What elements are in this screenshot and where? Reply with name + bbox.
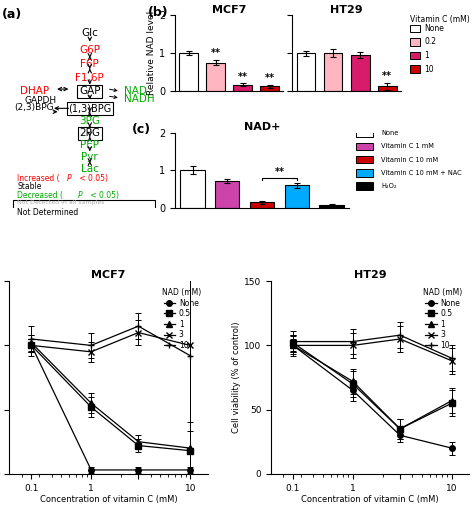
Bar: [180, 170, 205, 208]
Text: Increased (: Increased (: [17, 174, 60, 183]
Bar: [215, 181, 239, 208]
Text: **: **: [210, 48, 221, 59]
Bar: [356, 129, 373, 137]
Bar: [297, 53, 315, 91]
Bar: [378, 87, 397, 91]
Title: MCF7: MCF7: [212, 5, 246, 14]
Text: Glc: Glc: [82, 28, 98, 38]
Bar: [356, 182, 373, 190]
Title: MCF7: MCF7: [91, 270, 126, 281]
Bar: [233, 84, 252, 91]
Text: Vitamin C (mM): Vitamin C (mM): [410, 15, 470, 24]
Bar: [285, 185, 309, 208]
Bar: [356, 169, 373, 177]
Text: 0.2: 0.2: [425, 38, 437, 46]
Text: GAPDH: GAPDH: [24, 96, 56, 105]
Text: (1,3)BPG: (1,3)BPG: [68, 103, 111, 113]
Bar: [356, 156, 373, 163]
Text: GAP: GAP: [79, 86, 100, 96]
Text: 10: 10: [425, 64, 434, 74]
Bar: [410, 65, 420, 73]
Text: P: P: [77, 191, 82, 200]
Text: Lac: Lac: [81, 164, 99, 174]
Text: (2,3)BPG: (2,3)BPG: [14, 103, 54, 112]
Bar: [410, 52, 420, 59]
Text: (a): (a): [2, 8, 22, 21]
Text: 1: 1: [425, 51, 429, 60]
Bar: [179, 53, 198, 91]
Text: < 0.05): < 0.05): [88, 191, 119, 200]
Text: (c): (c): [132, 124, 151, 136]
Text: PEP: PEP: [80, 140, 99, 150]
Bar: [324, 53, 343, 91]
Bar: [351, 55, 370, 91]
Text: NAD: NAD: [124, 86, 146, 96]
Title: HT29: HT29: [354, 270, 386, 281]
Text: H₂O₂: H₂O₂: [381, 183, 397, 189]
Text: (b): (b): [148, 6, 169, 20]
Legend: None, 0.5, 1, 3, 10: None, 0.5, 1, 3, 10: [158, 285, 204, 353]
FancyBboxPatch shape: [13, 200, 155, 211]
Text: Not Detected in all samples: Not Detected in all samples: [17, 199, 105, 204]
Text: **: **: [274, 167, 284, 178]
Text: Vitamin C 10 mM + NAC: Vitamin C 10 mM + NAC: [381, 170, 462, 176]
X-axis label: Concentration of vitamin C (mM): Concentration of vitamin C (mM): [301, 495, 439, 504]
Title: HT29: HT29: [330, 5, 363, 14]
Text: P: P: [67, 174, 71, 183]
Text: 3PG: 3PG: [79, 116, 100, 126]
Text: **: **: [237, 72, 248, 81]
Text: **: **: [265, 74, 275, 83]
Text: None: None: [425, 24, 445, 33]
Text: Stable: Stable: [17, 182, 42, 192]
X-axis label: Concentration of vitamin C (mM): Concentration of vitamin C (mM): [40, 495, 177, 504]
Text: **: **: [382, 71, 392, 81]
Bar: [260, 87, 279, 91]
Bar: [410, 38, 420, 46]
Text: DHAP: DHAP: [19, 86, 49, 96]
Text: F6P: F6P: [81, 59, 99, 69]
Text: 2PG: 2PG: [79, 128, 100, 138]
Text: Vitamin C 10 mM: Vitamin C 10 mM: [381, 157, 438, 163]
Bar: [410, 25, 420, 32]
Legend: None, 0.5, 1, 3, 10: None, 0.5, 1, 3, 10: [420, 285, 465, 353]
Text: NADH: NADH: [124, 94, 155, 104]
Bar: [206, 63, 225, 91]
Text: Pyr: Pyr: [82, 152, 98, 162]
Title: NAD+: NAD+: [244, 122, 280, 132]
Text: G6P: G6P: [79, 45, 100, 55]
Bar: [356, 143, 373, 150]
Bar: [250, 202, 274, 208]
Text: Decreased (: Decreased (: [17, 191, 63, 200]
Bar: [319, 205, 344, 208]
Text: Not Determined: Not Determined: [17, 208, 79, 217]
Text: None: None: [381, 130, 399, 136]
Y-axis label: Relative NAD level: Relative NAD level: [147, 11, 156, 95]
Text: Vitamin C 1 mM: Vitamin C 1 mM: [381, 144, 434, 149]
Text: F1,6P: F1,6P: [75, 73, 104, 82]
Y-axis label: Cell viability (% of control): Cell viability (% of control): [232, 322, 241, 433]
Text: < 0.05): < 0.05): [77, 174, 109, 183]
